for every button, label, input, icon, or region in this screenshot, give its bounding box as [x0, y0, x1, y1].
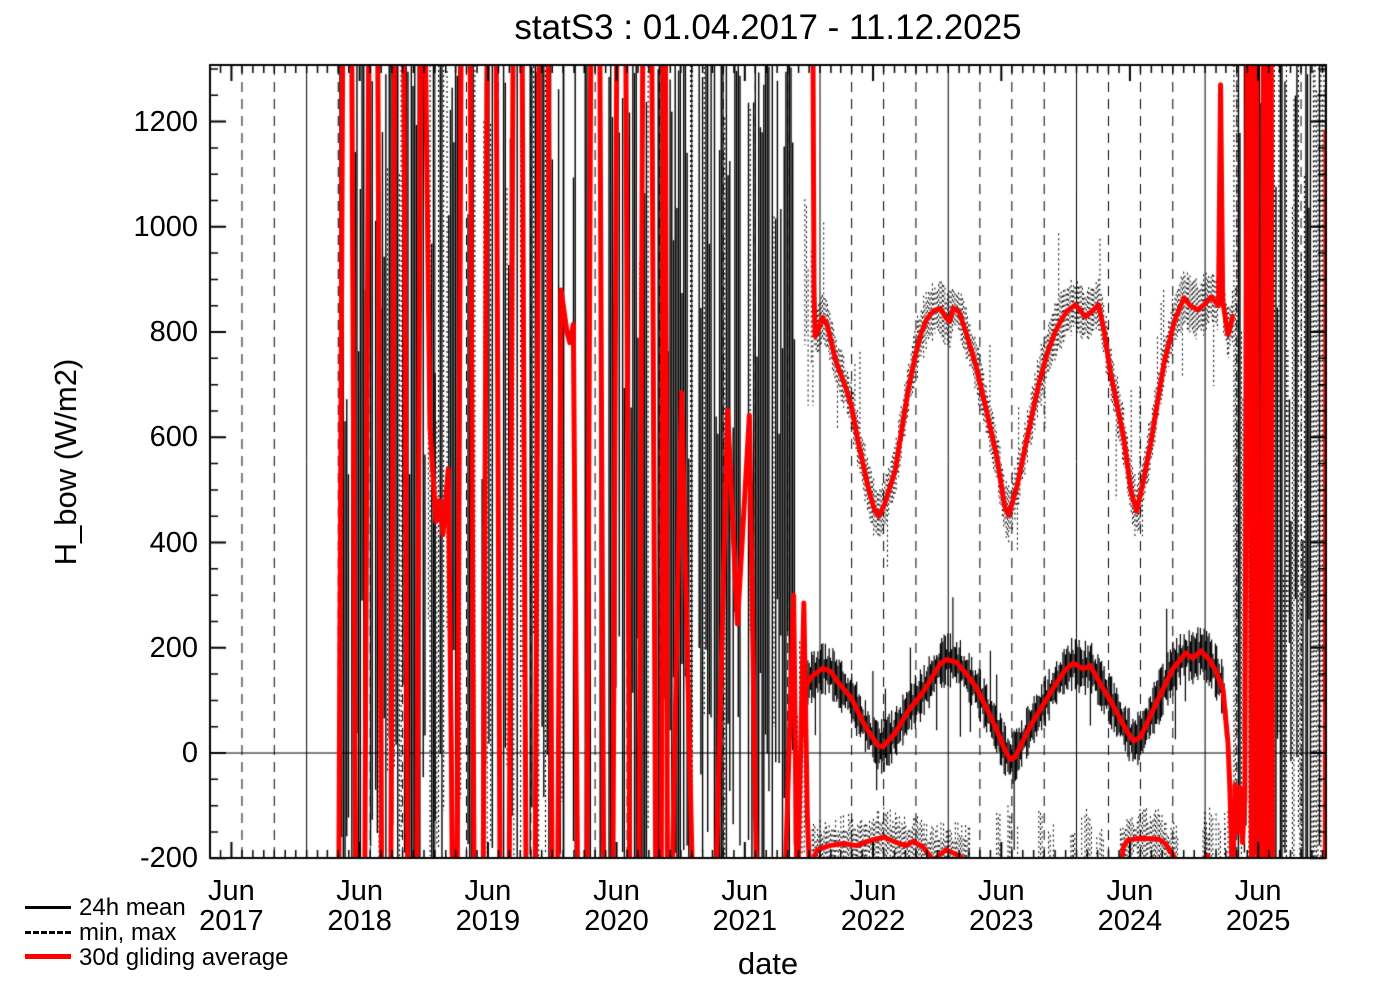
x-tick-label-month: Jun [208, 875, 255, 907]
legend-line-dashed-icon [25, 931, 71, 934]
x-tick-label-month: Jun [1234, 875, 1282, 907]
legend-label-30d-average: 30d gliding average [79, 944, 289, 971]
y-tick-label: 600 [149, 421, 198, 454]
x-tick-label-month: Jun [1106, 875, 1154, 907]
y-tick-label: 200 [149, 631, 198, 664]
x-axis-title: date [737, 946, 799, 981]
y-tick-label: 1000 [133, 210, 198, 243]
x-tick-label-year: 2023 [969, 905, 1034, 937]
y-tick-label: 800 [149, 316, 198, 349]
legend-line-solid-icon [25, 906, 71, 909]
x-tick-label-year: 2025 [1225, 905, 1291, 937]
x-tick-label-month: Jun [336, 875, 384, 907]
x-tick-label-month: Jun [977, 875, 1025, 907]
x-tick-label-year: 2024 [1097, 905, 1163, 937]
x-tick-label-year: 2022 [840, 905, 906, 937]
x-tick-label-year: 2020 [584, 905, 649, 937]
x-tick-label-month: Jun [593, 875, 640, 907]
x-tick-label-year: 2018 [327, 905, 392, 937]
x-tick-label-month: Jun [849, 875, 897, 907]
plot-title: statS3 : 01.04.2017 - 11.12.2025 [514, 8, 1022, 47]
x-tick-label-year: 2019 [455, 905, 521, 937]
x-tick-label-month: Jun [464, 875, 512, 907]
legend-label-24h-mean: 24h mean [79, 894, 186, 921]
y-tick-label: 0 [181, 737, 198, 770]
y-tick-label: 1200 [133, 105, 198, 138]
x-tick-label-month: Jun [721, 875, 769, 907]
legend-label-min-max: min, max [79, 919, 177, 946]
x-tick-label-year: 2021 [712, 905, 778, 937]
y-tick-label: 400 [149, 526, 198, 559]
legend-line-red-icon [25, 954, 71, 959]
x-tick-label-year: 2017 [199, 905, 264, 937]
y-tick-label: -200 [139, 842, 198, 875]
